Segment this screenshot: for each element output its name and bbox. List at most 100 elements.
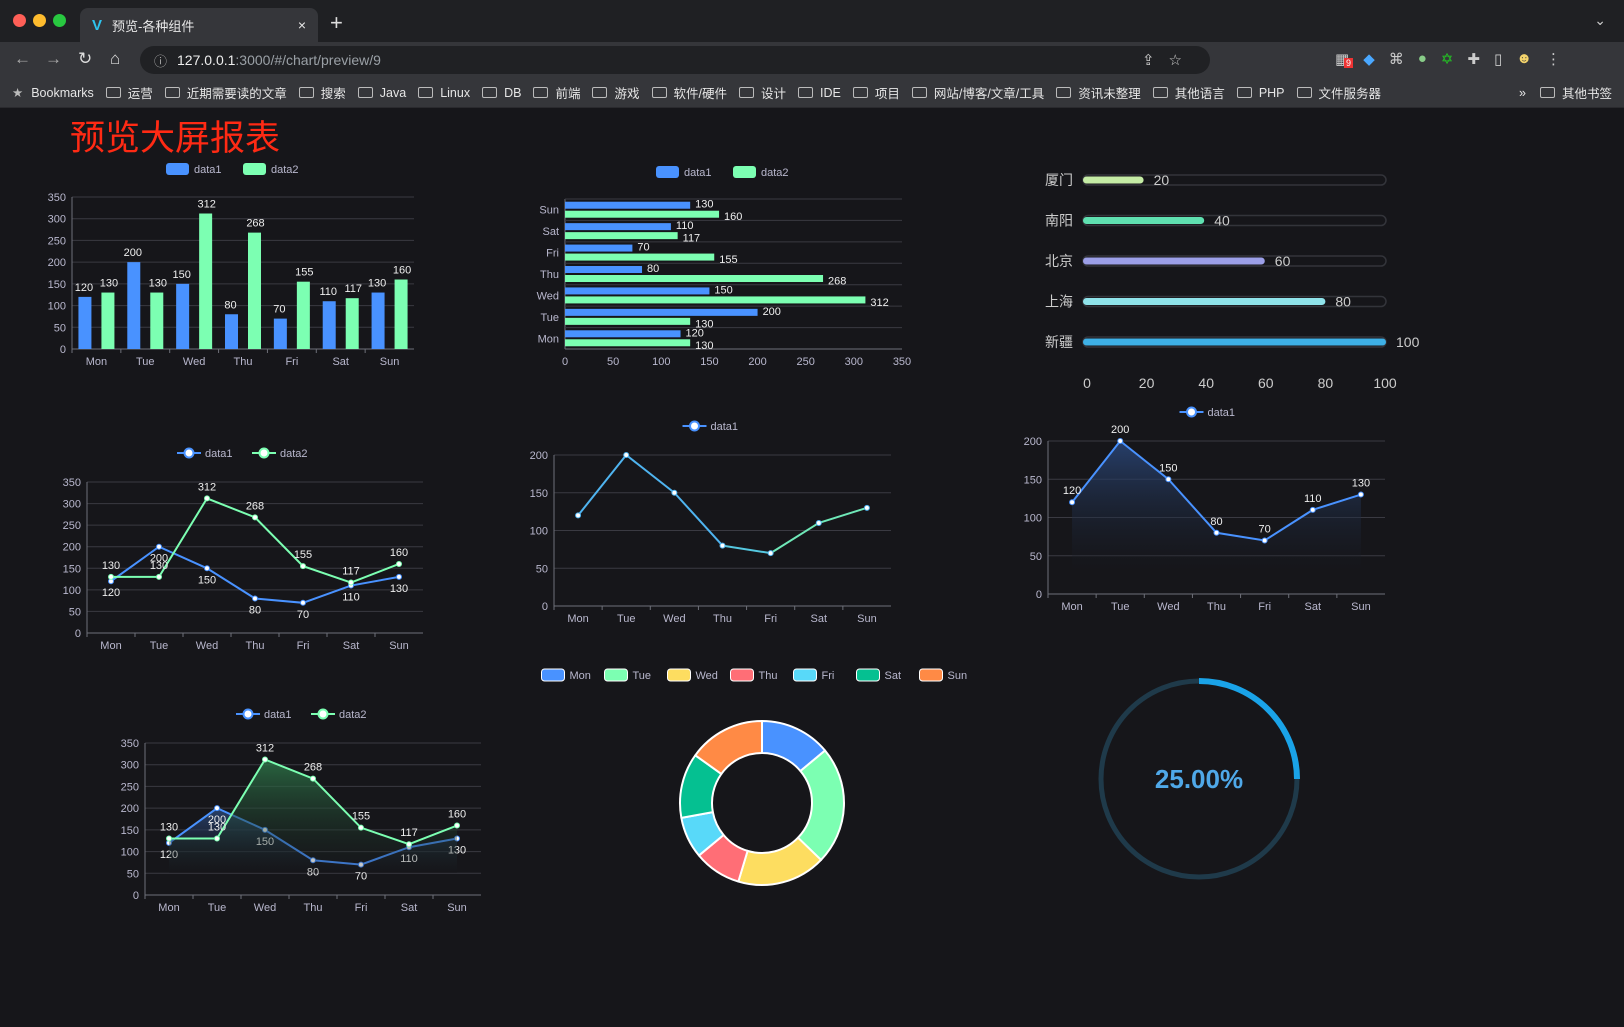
progress-fill	[1083, 176, 1144, 184]
bar-data2	[565, 232, 678, 240]
bar-data2	[565, 275, 824, 282]
extension-icon[interactable]: ▦ 9	[1335, 51, 1354, 68]
bookmark-item[interactable]: Java	[357, 86, 406, 100]
bookmark-item[interactable]: 网站/博客/文章/工具	[911, 83, 1044, 102]
other-bookmarks[interactable]: 其他书签	[1539, 83, 1612, 102]
info-icon[interactable]: ⓘ	[154, 53, 168, 69]
data-point	[252, 595, 258, 602]
x-tick-label: Fri	[764, 613, 777, 625]
bookmark-item[interactable]: IDE	[798, 86, 841, 100]
folder-icon	[592, 87, 608, 98]
folder-icon	[357, 87, 373, 98]
bookmark-item[interactable]: 运营	[105, 83, 153, 102]
data-label: 130	[1352, 478, 1370, 490]
progress-value: 40	[1214, 213, 1230, 229]
line-segment	[625, 454, 675, 494]
data-point	[310, 775, 316, 782]
bookmark-star-icon[interactable]: ☆	[1168, 52, 1196, 69]
legend-swatch	[604, 668, 628, 682]
bookmark-item[interactable]: 前端	[533, 83, 580, 102]
legend-swatch	[793, 668, 817, 682]
folder-icon	[1056, 87, 1072, 98]
bookmarks-bar: ★ Bookmarks 运营 近期需要读的文章 搜索 Java Linux DB 前端 游戏 软件/…	[0, 78, 1624, 108]
reload-icon[interactable]: ↻	[78, 49, 93, 68]
new-tab-button[interactable]: +	[330, 10, 343, 35]
folder-icon	[651, 87, 667, 98]
y-tick-label: 100	[1024, 513, 1042, 525]
bookmark-item[interactable]: 文件服务器	[1296, 83, 1382, 102]
site-logo-icon: V	[92, 16, 103, 34]
line-segment	[770, 522, 820, 554]
data-point	[396, 560, 402, 567]
bar-data2	[565, 339, 691, 347]
data-label: 150	[172, 269, 190, 281]
address-bar[interactable]: ⓘ 127.0.0.1:3000/#/chart/preview/9 ⇪☆	[140, 46, 1210, 74]
x-tick-label: 40	[1198, 375, 1214, 391]
bookmark-item[interactable]: 近期需要读的文章	[164, 83, 287, 102]
legend-swatch	[541, 668, 565, 682]
bookmark-item[interactable]: 资讯未整理	[1056, 83, 1141, 102]
bookmark-item[interactable]: PHP	[1236, 86, 1285, 100]
progress-label: 南阳	[1045, 213, 1073, 229]
bookmark-item[interactable]: DB	[482, 86, 521, 100]
gem-extension-icon[interactable]: ◆	[1363, 51, 1375, 68]
circle-extension-icon[interactable]: ●	[1417, 50, 1427, 67]
data-point	[300, 599, 306, 606]
bookmark-item[interactable]: 软件/硬件	[651, 83, 727, 102]
bar-data2	[150, 292, 164, 349]
folder-icon	[105, 87, 121, 98]
y-tick-label: 200	[63, 542, 81, 554]
browser-tab[interactable]: V 预览-各种组件 ×	[80, 8, 318, 42]
forward-icon[interactable]: →	[45, 49, 62, 68]
bookmark-item[interactable]: 游戏	[592, 83, 640, 102]
tab-search-chevron-icon[interactable]: ⌄	[1594, 12, 1606, 28]
bookmark-item[interactable]: 搜索	[298, 83, 346, 102]
back-icon[interactable]: ←	[14, 49, 31, 68]
minimize-window-button[interactable]	[33, 14, 46, 27]
x-tick-label: 80	[1318, 375, 1334, 391]
maximize-window-button[interactable]	[53, 14, 66, 27]
close-window-button[interactable]	[13, 14, 26, 27]
data-label: 120	[1063, 485, 1081, 497]
data-point	[1357, 491, 1364, 498]
sidepanel-icon[interactable]: ▯	[1493, 51, 1503, 68]
bar-data2	[565, 296, 866, 304]
data-label: 312	[256, 743, 274, 755]
x-tick-label: 250	[797, 356, 815, 368]
y-tick-label: 300	[63, 499, 81, 511]
bookmark-item[interactable]: 设计	[738, 83, 786, 102]
data-point	[348, 579, 354, 586]
home-icon[interactable]: ⌂	[110, 49, 121, 68]
line-segment	[577, 454, 627, 517]
y-tick-label: 150	[63, 563, 81, 575]
bookmarks-overflow-button[interactable]: »	[1519, 85, 1526, 100]
y-tick-label: 150	[1024, 474, 1042, 486]
data-label: 155	[294, 549, 312, 561]
x-tick-label: Sun	[447, 902, 467, 914]
data-point	[671, 489, 678, 496]
bookmark-label: 文件服务器	[1318, 87, 1382, 101]
avatar[interactable]: ☻	[1516, 50, 1533, 67]
data-label: 117	[683, 233, 701, 245]
legend-label: data2	[761, 167, 789, 179]
bookmark-item[interactable]: 其他语言	[1152, 83, 1225, 102]
y-tick-label: 50	[536, 563, 548, 575]
data-point	[815, 519, 822, 526]
share-icon[interactable]: ⇪	[1141, 52, 1169, 69]
menu-icon[interactable]: ⋮	[1546, 51, 1562, 68]
data-point	[214, 805, 220, 812]
data-label: 70	[297, 609, 309, 621]
bar-data1	[371, 292, 385, 349]
tab-close-icon[interactable]: ×	[297, 17, 306, 33]
bookmark-item[interactable]: Linux	[418, 86, 470, 100]
legend-label: data1	[684, 167, 712, 179]
x-tick-label: Tue	[208, 902, 227, 914]
command-extension-icon[interactable]: ⌘	[1388, 51, 1404, 68]
legend-label: Wed	[696, 670, 718, 682]
bookmark-item[interactable]: ★ Bookmarks	[12, 85, 94, 101]
bookmark-item[interactable]: 项目	[852, 83, 900, 102]
star-extension-icon[interactable]: ✡	[1440, 51, 1454, 68]
puzzle-icon[interactable]: ✚	[1467, 51, 1480, 68]
legend-marker-icon	[689, 420, 700, 432]
data-point	[396, 573, 402, 580]
